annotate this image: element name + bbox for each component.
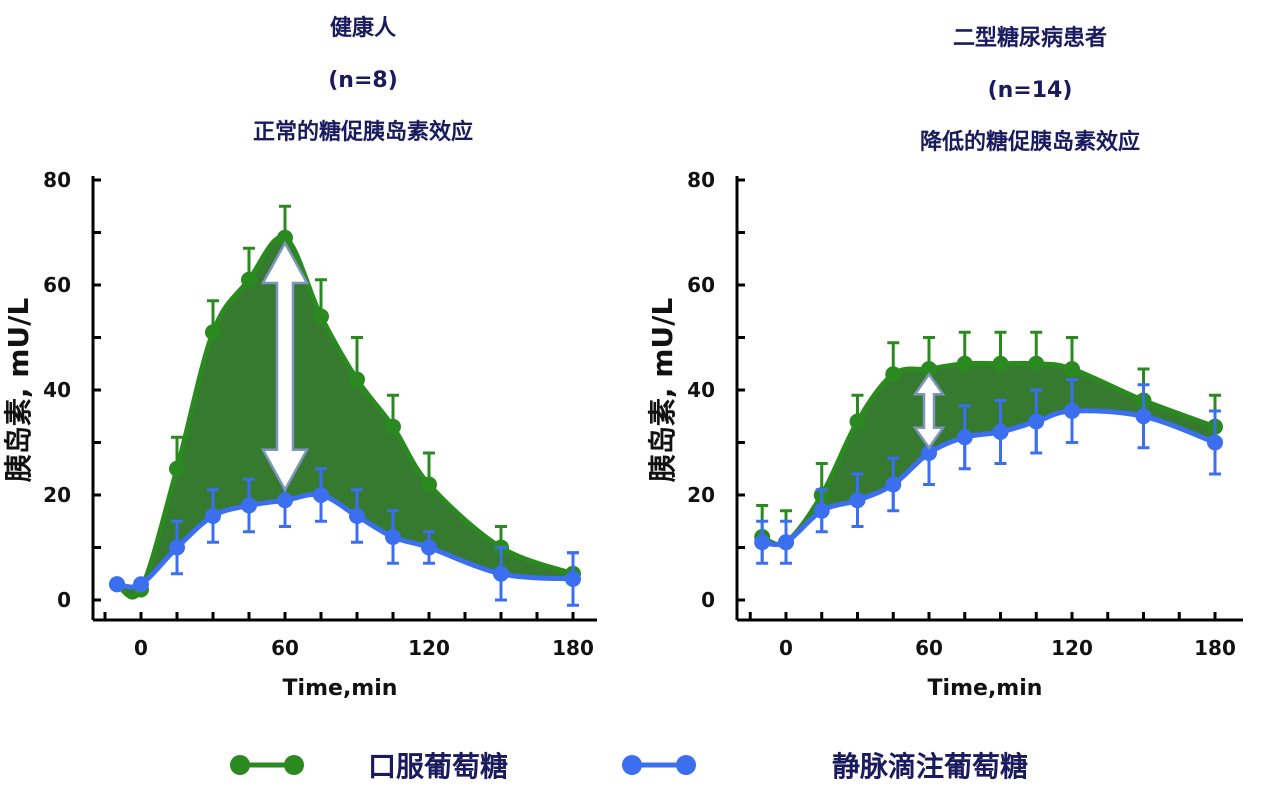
right-title-line-3: 降低的糖促胰岛素效应 <box>919 130 1140 155</box>
right-oral-point <box>849 413 866 430</box>
right-chart: 0 20 40 60 80 0 60 120 180 Time,min 胰岛素, mU/L <box>646 168 1243 701</box>
legend-oral: 口服葡萄糖 <box>230 740 508 790</box>
left-iv-point <box>421 539 437 556</box>
legend-iv-label: 静脉滴注葡萄糖 <box>832 750 1029 783</box>
right-iv-point <box>956 429 973 446</box>
right-difference-area <box>762 363 1215 545</box>
right-x-axis-label: Time,min <box>928 676 1043 701</box>
left-iv-point <box>313 487 329 503</box>
right-iv-point <box>1207 434 1223 451</box>
left-iv-point <box>205 508 221 524</box>
right-x-tick-label: 60 <box>915 636 943 660</box>
right-x-tick-label: 180 <box>1194 636 1236 660</box>
right-iv-point <box>1064 403 1080 419</box>
left-iv-point <box>169 539 185 556</box>
left-oral-point <box>241 271 257 288</box>
right-oral-point <box>956 355 973 372</box>
right-iv-point <box>849 492 866 509</box>
right-oral-point <box>1028 355 1045 372</box>
right-iv-point <box>813 502 830 519</box>
right-iv-point <box>921 445 937 461</box>
left-chart: 0 20 40 60 80 0 60 120 180 Time,min 胰岛素, mU/L <box>2 168 597 701</box>
left-oral-point <box>169 460 185 477</box>
right-oral-point <box>1064 361 1080 377</box>
left-iv-point <box>565 571 581 587</box>
left-y-tick-label: 40 <box>43 378 71 402</box>
right-y-tick-label: 60 <box>687 273 715 297</box>
left-iv-point <box>349 508 365 524</box>
left-x-axis-label: Time,min <box>283 676 398 701</box>
left-iv-point <box>385 529 401 545</box>
left-difference-arrow-icon <box>260 240 310 493</box>
left-iv-point <box>109 576 125 593</box>
right-y-tick-label: 80 <box>687 168 715 192</box>
left-iv-point <box>133 576 149 593</box>
left-iv-point <box>277 492 293 509</box>
legend-iv: 静脉滴注葡萄糖 <box>622 740 1028 790</box>
left-oral-point <box>349 371 365 388</box>
right-x-tick-label: 120 <box>1051 636 1093 660</box>
left-iv-point <box>493 565 509 582</box>
left-y-tick-label: 80 <box>43 168 71 192</box>
legend-iv-marker-icon <box>622 755 696 775</box>
right-y-tick-label: 20 <box>687 483 715 507</box>
right-difference-arrow-icon <box>912 372 946 450</box>
left-y-tick-label: 20 <box>43 483 71 507</box>
left-title-line-3: 正常的糖促胰岛素效应 <box>252 120 473 145</box>
right-x-tick-label: 0 <box>779 636 793 660</box>
right-oral-point <box>921 361 937 377</box>
left-title-line-1: 健康人 <box>329 16 396 41</box>
left-oral-point <box>421 476 437 493</box>
left-chart-title: 健康人 (n=8) 正常的糖促胰岛素效应 <box>213 18 513 174</box>
right-chart-title: 二型糖尿病患者 (n=14) 降低的糖促胰岛素效应 <box>880 28 1180 184</box>
right-iv-point <box>778 534 794 551</box>
left-y-tick-label: 0 <box>57 588 71 612</box>
left-x-tick-label: 120 <box>408 636 450 660</box>
right-iv-point <box>754 534 771 551</box>
right-iv-point <box>992 424 1009 440</box>
right-title-line-1: 二型糖尿病患者 <box>952 26 1107 51</box>
left-oral-point <box>205 324 221 341</box>
legend-oral-marker-icon <box>230 755 304 775</box>
left-x-tick-label: 60 <box>271 636 299 660</box>
right-iv-point <box>1028 413 1045 430</box>
right-title-line-2: (n=14) <box>987 78 1073 103</box>
left-oral-point <box>313 308 329 325</box>
left-y-axis-label: 胰岛素, mU/L <box>2 298 35 483</box>
left-x-tick-label: 0 <box>134 636 148 660</box>
left-x-tick-label: 180 <box>552 636 594 660</box>
left-oral-point <box>385 418 401 435</box>
right-oral-point <box>992 355 1009 372</box>
right-y-tick-label: 40 <box>687 378 715 402</box>
right-y-axis-label: 胰岛素, mU/L <box>646 298 679 483</box>
charts-canvas: 0 20 40 60 80 0 60 120 180 Time,min 胰岛素, mU/L 0 20 40… <box>2 168 1243 701</box>
left-oral-point <box>277 229 293 246</box>
right-iv-point <box>885 476 902 493</box>
left-title-line-2: (n=8) <box>328 68 398 93</box>
right-y-tick-label: 0 <box>701 588 715 612</box>
right-iv-point <box>1135 408 1152 425</box>
left-y-tick-label: 60 <box>43 273 71 297</box>
right-oral-point <box>885 366 902 383</box>
left-iv-point <box>241 497 257 514</box>
legend-oral-label: 口服葡萄糖 <box>368 750 509 783</box>
